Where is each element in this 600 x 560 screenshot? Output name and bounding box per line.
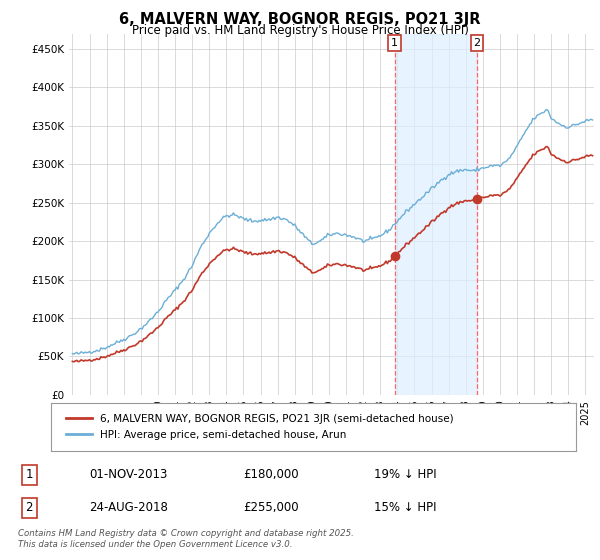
Text: 1: 1 — [391, 38, 398, 48]
Text: Price paid vs. HM Land Registry's House Price Index (HPI): Price paid vs. HM Land Registry's House … — [131, 24, 469, 37]
Text: 24-AUG-2018: 24-AUG-2018 — [89, 501, 168, 514]
Text: £255,000: £255,000 — [243, 501, 299, 514]
Text: 1: 1 — [25, 468, 33, 481]
Text: 6, MALVERN WAY, BOGNOR REGIS, PO21 3JR: 6, MALVERN WAY, BOGNOR REGIS, PO21 3JR — [119, 12, 481, 27]
Text: 15% ↓ HPI: 15% ↓ HPI — [374, 501, 437, 514]
Text: 2: 2 — [25, 501, 33, 514]
Text: Contains HM Land Registry data © Crown copyright and database right 2025.
This d: Contains HM Land Registry data © Crown c… — [18, 529, 354, 549]
Text: 19% ↓ HPI: 19% ↓ HPI — [374, 468, 437, 481]
Text: 2: 2 — [473, 38, 481, 48]
Text: 01-NOV-2013: 01-NOV-2013 — [89, 468, 167, 481]
Text: £180,000: £180,000 — [243, 468, 299, 481]
Bar — [395, 34, 477, 395]
Legend: 6, MALVERN WAY, BOGNOR REGIS, PO21 3JR (semi-detached house), HPI: Average price: 6, MALVERN WAY, BOGNOR REGIS, PO21 3JR (… — [61, 410, 458, 444]
